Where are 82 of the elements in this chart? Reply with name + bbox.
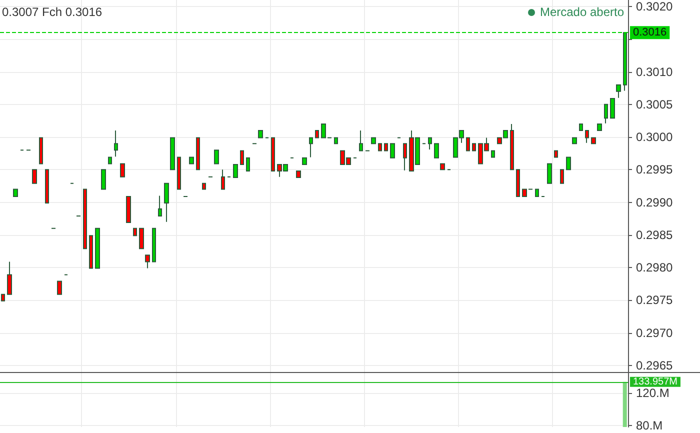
candlestick bbox=[390, 143, 395, 158]
candlestick bbox=[202, 182, 206, 190]
y-tick-label: 0.2965 bbox=[636, 358, 674, 372]
candlestick bbox=[95, 228, 100, 269]
y-tick-label: 0.3010 bbox=[636, 64, 674, 79]
candlestick bbox=[547, 163, 552, 184]
y-tick-label: 0.3005 bbox=[636, 97, 674, 112]
candlestick bbox=[535, 188, 539, 197]
y-tick-label: 120.M bbox=[636, 386, 670, 400]
ref-line-label: 133.957M bbox=[633, 376, 678, 388]
candlestick bbox=[384, 143, 388, 152]
candlestick bbox=[7, 261, 12, 295]
candlestick bbox=[510, 124, 514, 170]
candlestick bbox=[440, 163, 445, 170]
annotation: Mercado aberto bbox=[540, 5, 624, 19]
candlestick bbox=[579, 124, 583, 132]
candlestick bbox=[108, 156, 112, 164]
candlestick bbox=[315, 130, 319, 138]
candlestick bbox=[221, 169, 225, 190]
candlestick bbox=[591, 137, 596, 144]
candlestick bbox=[246, 157, 250, 172]
candlestick bbox=[158, 195, 162, 217]
candlestick bbox=[133, 228, 137, 236]
y-tick-label: 0.2970 bbox=[636, 326, 674, 340]
candlestick bbox=[271, 137, 275, 172]
candlestick bbox=[359, 130, 363, 152]
candlestick bbox=[560, 169, 564, 184]
candlestick bbox=[616, 84, 621, 98]
candlestick bbox=[610, 98, 615, 119]
y-tick-label: 0.2975 bbox=[636, 293, 674, 308]
candlestick bbox=[126, 196, 131, 224]
candlestick bbox=[428, 137, 432, 150]
candlestick bbox=[170, 137, 175, 170]
y-tick-label: 0.2990 bbox=[636, 195, 674, 210]
candlestick bbox=[32, 169, 37, 184]
y-tick-label: 80.M bbox=[636, 418, 663, 432]
candlestick bbox=[258, 130, 263, 138]
candlestick bbox=[214, 150, 219, 164]
candlestick bbox=[83, 188, 87, 250]
candlestick bbox=[516, 169, 520, 197]
candlestick bbox=[152, 228, 156, 262]
y-tick-label: 0.3000 bbox=[636, 130, 674, 144]
candlestick bbox=[145, 254, 150, 269]
candlestick bbox=[378, 143, 382, 152]
candlestick bbox=[57, 280, 62, 295]
candlestick bbox=[309, 137, 313, 158]
y-tick-label: 0.3020 bbox=[636, 0, 674, 14]
candlestick bbox=[39, 137, 43, 164]
candlestick bbox=[177, 156, 181, 190]
candlestick bbox=[334, 137, 338, 144]
candlestick bbox=[114, 130, 118, 158]
candlestick bbox=[233, 164, 238, 178]
candlestick bbox=[434, 143, 439, 158]
candlestick bbox=[296, 170, 301, 178]
candlestick bbox=[604, 104, 608, 124]
candlestick bbox=[302, 157, 307, 165]
candlestick bbox=[466, 137, 470, 152]
candlestick bbox=[196, 137, 200, 170]
candlestick bbox=[120, 163, 125, 178]
candlestick bbox=[403, 143, 407, 171]
candlestick bbox=[189, 156, 194, 164]
y-tick-label: 0.2995 bbox=[636, 162, 674, 177]
candlestick bbox=[491, 150, 495, 158]
candlestick bbox=[139, 228, 144, 250]
ref-line-label: 0.3016 bbox=[633, 26, 667, 39]
candlestick bbox=[13, 188, 18, 197]
candlestick bbox=[164, 182, 169, 222]
candlestick bbox=[597, 124, 602, 132]
candlestick bbox=[472, 143, 476, 152]
candlestick bbox=[89, 235, 93, 269]
candlestick bbox=[554, 150, 558, 158]
candlestick bbox=[371, 137, 376, 144]
candlestick bbox=[45, 169, 49, 204]
candlestick bbox=[566, 156, 571, 170]
candlestick bbox=[101, 169, 106, 190]
annotation: 0.3007 Fch 0.3016 bbox=[2, 5, 102, 19]
y-tick-label: 0.2985 bbox=[636, 228, 674, 242]
y-tick-label: 0.2980 bbox=[636, 260, 674, 275]
candlestick bbox=[240, 150, 244, 165]
candlestick bbox=[572, 137, 577, 144]
candlestick bbox=[1, 294, 5, 302]
candlestick bbox=[585, 130, 589, 144]
